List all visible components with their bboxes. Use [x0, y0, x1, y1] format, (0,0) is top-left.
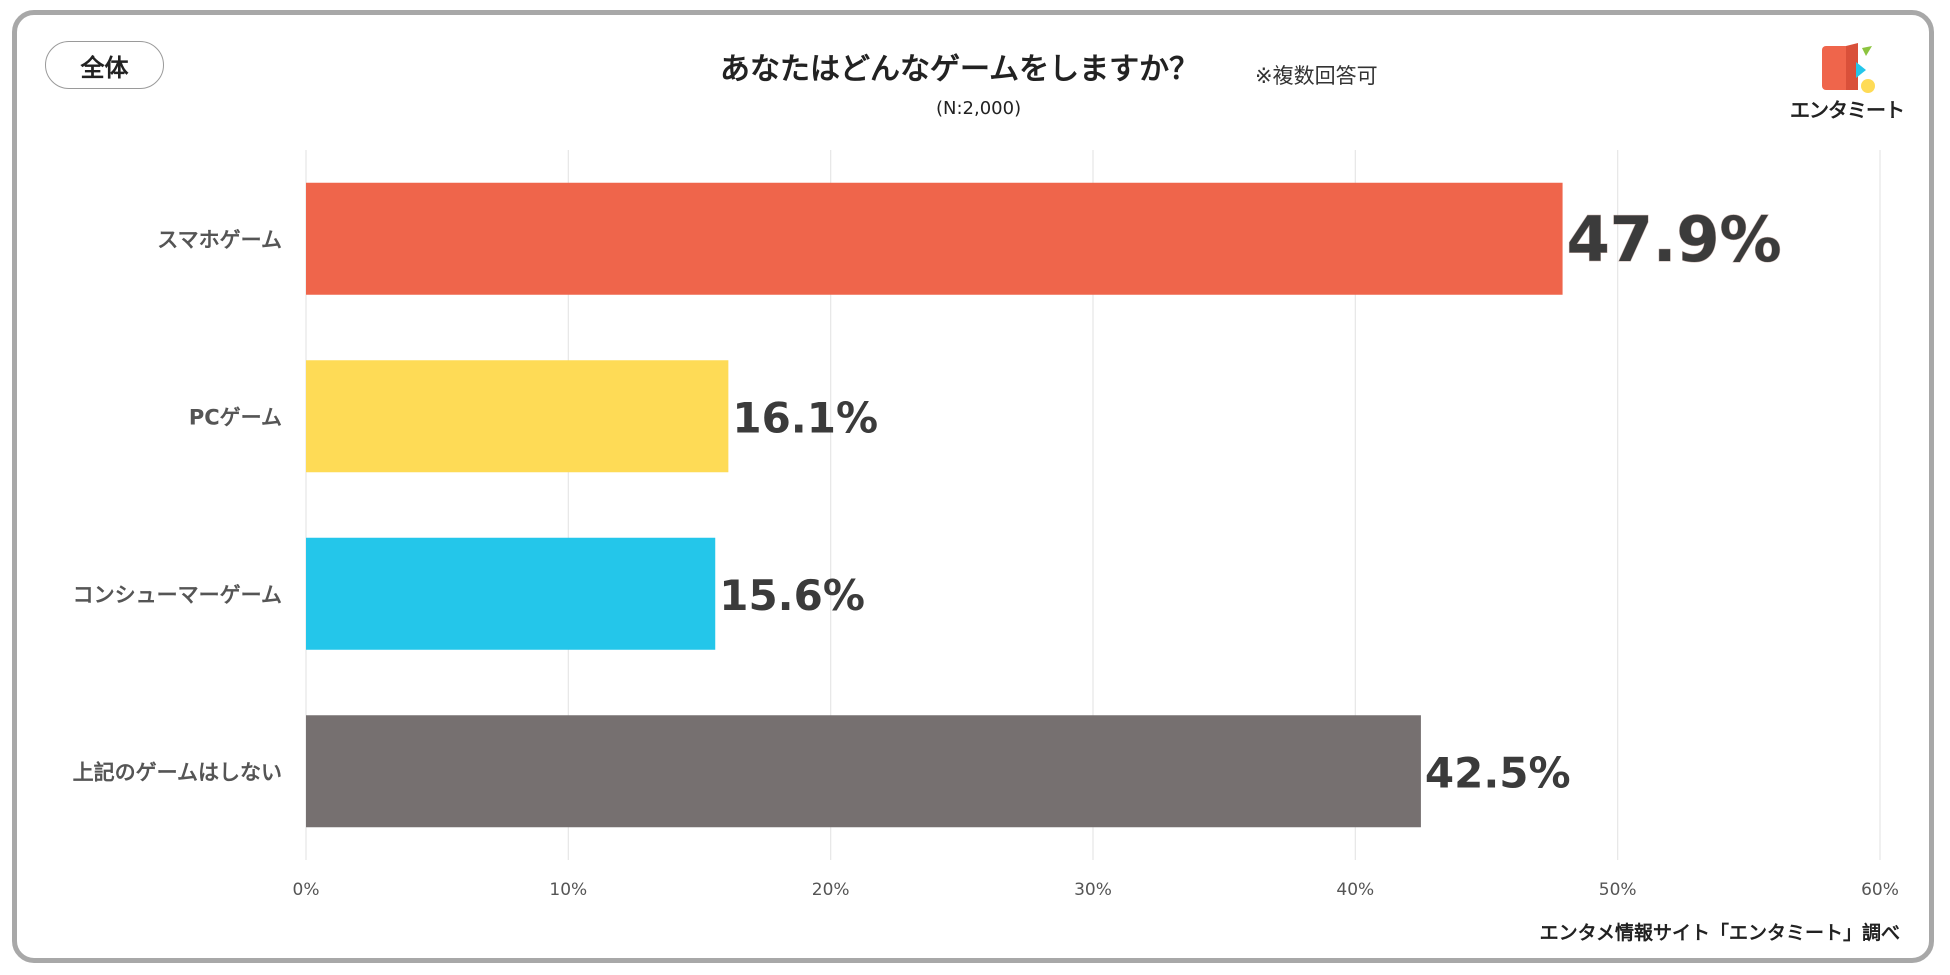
bar [306, 715, 1421, 828]
segment-tag: 全体 [45, 41, 164, 89]
logo-mark-icon [1822, 43, 1875, 93]
category-label: コンシューマーゲーム [73, 583, 282, 607]
category-label: スマホゲーム [157, 228, 282, 252]
logo: エンタミート [1790, 40, 1910, 122]
x-tick-label: 30% [1074, 880, 1112, 900]
x-tick-label: 0% [293, 880, 320, 900]
category-label: 上記のゲームはしない [73, 760, 282, 784]
bar [306, 182, 1563, 295]
value-label: 42.5% [1425, 748, 1571, 797]
bar [306, 360, 729, 473]
value-label: 16.1% [732, 393, 878, 442]
category-label: PCゲーム [189, 405, 282, 429]
title-note: ※複数回答可 [1255, 64, 1378, 88]
x-tick-label: 40% [1336, 880, 1374, 900]
logo-text: エンタミート [1790, 98, 1905, 122]
x-tick-label: 20% [812, 880, 850, 900]
x-tick-label: 60% [1861, 880, 1899, 900]
sample-size: (N:2,000) [936, 98, 1022, 119]
x-tick-label: 50% [1599, 880, 1637, 900]
value-label: 47.9% [1567, 203, 1782, 276]
bar [306, 537, 716, 650]
chart-title: あなたはどんなゲームをしますか？ [720, 52, 1200, 87]
source-note: エンタメ情報サイト「エンタミート」調べ [1539, 922, 1900, 944]
value-label: 15.6% [719, 571, 865, 620]
x-tick-label: 10% [549, 880, 587, 900]
